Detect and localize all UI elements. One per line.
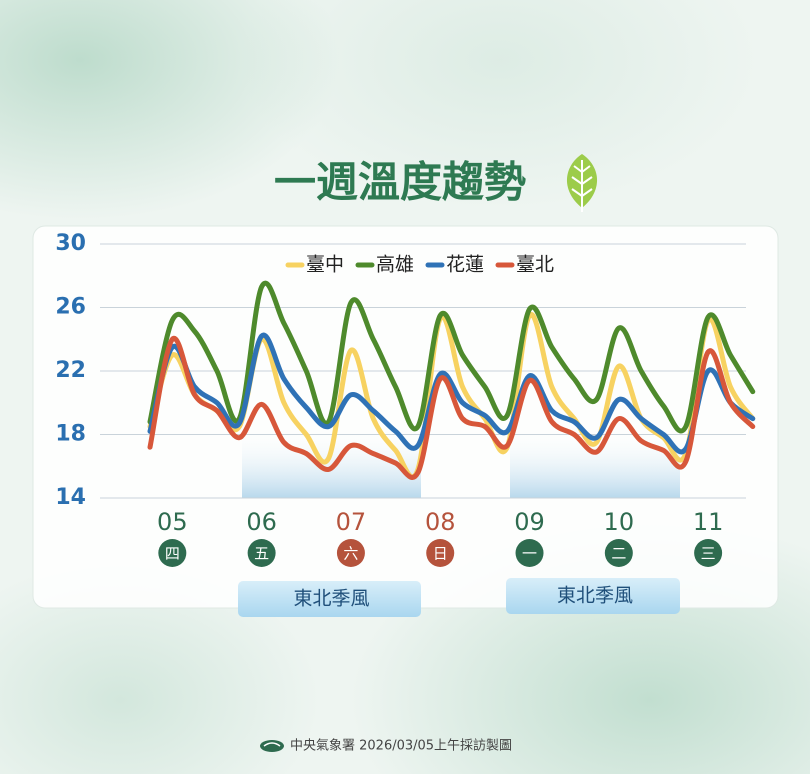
x-tick-label: 07: [336, 508, 367, 536]
footer: 中央氣象署 2026/03/05上午採訪製圖: [290, 738, 512, 754]
y-tick-label: 30: [55, 231, 86, 256]
chart-title: 一週溫度趨勢: [274, 158, 526, 207]
annotation-box: [238, 581, 421, 617]
y-tick-label: 26: [55, 295, 86, 320]
legend-label: 臺北: [516, 254, 554, 276]
weekday-badge: [604, 539, 633, 567]
x-tick-label: 05: [157, 508, 188, 536]
x-tick-label: 09: [514, 508, 545, 536]
annotation-box: [506, 578, 680, 614]
legend-label: 高雄: [376, 254, 414, 276]
leaf-icon: [566, 154, 598, 212]
x-tick-label: 08: [425, 508, 456, 536]
logo: [260, 740, 284, 752]
series-line: [147, 280, 756, 434]
weekday-badge: [694, 539, 723, 567]
x-tick-label: 11: [693, 508, 724, 536]
legend-label: 臺中: [306, 254, 344, 276]
weekday-label: 六: [343, 545, 358, 563]
series-line: [147, 332, 756, 455]
annotation: 東北季風: [293, 588, 369, 610]
weekday-label: 三: [701, 545, 716, 563]
y-tick-label: 18: [55, 422, 86, 447]
weekday-badge: [336, 539, 365, 567]
legend-label: 花蓮: [446, 254, 484, 276]
weekday-label: 日: [433, 545, 448, 563]
annotation: 東北季風: [557, 585, 633, 607]
x-tick-label: 06: [246, 508, 277, 536]
y-tick-label: 22: [55, 358, 86, 383]
weekday-label: 二: [611, 545, 626, 563]
weekday-label: 四: [165, 545, 180, 563]
weekday-badge: [158, 539, 187, 567]
y-tick-label: 14: [55, 485, 86, 510]
series-line: [147, 335, 756, 480]
weekday-badge: [426, 539, 455, 567]
weekday-label: 一: [522, 545, 537, 563]
weekday-label: 五: [254, 545, 269, 563]
weekday-badge: [515, 539, 544, 567]
x-tick-label: 10: [604, 508, 635, 536]
weekday-badge: [247, 539, 276, 567]
